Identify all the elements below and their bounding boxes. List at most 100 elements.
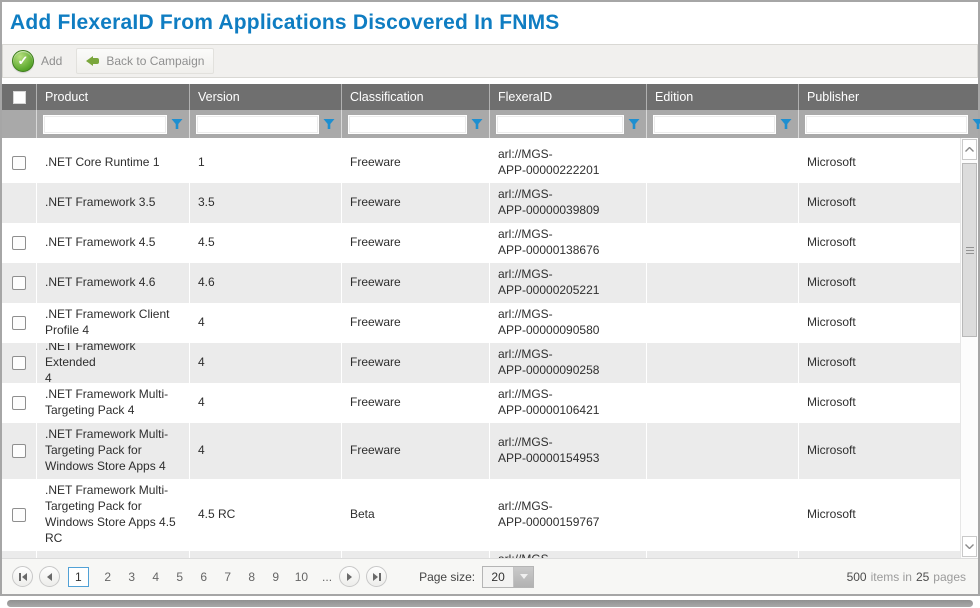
filter-funnel-icon[interactable] — [972, 118, 980, 130]
page-6-button[interactable]: 6 — [200, 569, 208, 584]
version-cell: 4 — [190, 343, 342, 383]
page-9-button[interactable]: 9 — [272, 569, 280, 584]
flexeraid-cell: arl://MGS- APP-00000159767 — [490, 479, 647, 551]
flexeraid-cell: arl://MGS- APP-00000154953 — [490, 423, 647, 479]
filter-funnel-icon[interactable] — [471, 118, 483, 130]
classification-cell: Freeware — [342, 343, 490, 383]
publisher-cell: Microsoft — [807, 355, 856, 370]
page-size-select[interactable]: 20 — [482, 565, 535, 588]
table-row[interactable]: .NET Framework 4.6 4.6 Freeware arl://MG… — [2, 263, 960, 303]
flexeraid-cell: arl://MGS- APP-00000090580 — [490, 303, 647, 343]
column-header-version[interactable]: Version — [190, 84, 342, 110]
page-size-label: Page size: — [419, 569, 476, 584]
publisher-cell: Microsoft — [807, 315, 856, 330]
page-5-button[interactable]: 5 — [176, 569, 184, 584]
product-cell: .NET Core Runtime 1 — [37, 143, 190, 183]
column-header-product[interactable]: Product — [37, 84, 190, 110]
filter-funnel-icon[interactable] — [323, 118, 335, 130]
filter-cell-publisher — [799, 110, 980, 138]
page-title: Add FlexeraID From Applications Discover… — [10, 11, 560, 34]
row-checkbox[interactable] — [12, 236, 26, 250]
next-page-button[interactable] — [339, 566, 361, 587]
edition-cell — [647, 343, 799, 383]
page-8-button[interactable]: 8 — [248, 569, 256, 584]
page-2-button[interactable]: 2 — [104, 569, 112, 584]
vertical-scrollbar[interactable] — [960, 138, 978, 558]
scroll-down-button[interactable] — [962, 536, 977, 557]
flexeraid-cell: arl://MGS- APP-00000138676 — [490, 223, 647, 263]
classification-cell: Beta — [342, 479, 490, 551]
row-checkbox[interactable] — [12, 156, 26, 170]
items-count: 500 — [846, 569, 867, 584]
page-size-value: 20 — [483, 566, 515, 587]
last-page-button[interactable] — [366, 566, 388, 587]
classification-cell: Freeware — [342, 143, 490, 183]
chevron-up-icon — [965, 147, 974, 152]
classification-filter-input[interactable] — [348, 114, 467, 134]
filter-funnel-icon[interactable] — [780, 118, 792, 130]
table-row[interactable]: .NET Framework Extended 4 4 Freeware arl… — [2, 343, 960, 383]
scrollbar-thumb[interactable] — [962, 163, 977, 337]
select-all-checkbox[interactable] — [12, 90, 26, 104]
select-all-cell — [2, 84, 37, 110]
edition-cell — [647, 223, 799, 263]
grip-icon — [965, 246, 974, 254]
row-checkbox[interactable] — [12, 316, 26, 330]
back-to-campaign-button[interactable]: Back to Campaign — [76, 48, 215, 74]
add-button[interactable]: ✓ Add — [12, 50, 62, 72]
table-row[interactable]: .NET Framework Multi- Targeting Pack for… — [2, 423, 960, 479]
filter-funnel-icon[interactable] — [628, 118, 640, 130]
product-cell: .NET Framework Multi- Targeting Pack for… — [37, 423, 190, 479]
page-4-button[interactable]: 4 — [152, 569, 160, 584]
table-row[interactable]: .NET Core Runtime 1 1 Freeware arl://MGS… — [2, 143, 960, 183]
version-cell: 4 — [190, 383, 342, 423]
page-1-button[interactable]: 1 — [68, 566, 89, 587]
publisher-cell: Microsoft — [807, 235, 856, 250]
column-header-edition[interactable]: Edition — [647, 84, 799, 110]
back-button-label: Back to Campaign — [106, 54, 205, 68]
column-header-flexeraid[interactable]: FlexeraID — [490, 84, 647, 110]
table-row[interactable]: .NET Framework Multi- Targeting Pack for… — [2, 479, 960, 551]
edition-filter-input[interactable] — [653, 114, 776, 134]
filter-funnel-icon[interactable] — [171, 118, 183, 130]
product-cell: .NET Framework Multi- Targeting Pack for… — [37, 479, 190, 551]
flexeraid-cell: arl://MGS- APP-00000106421 — [490, 383, 647, 423]
table-row[interactable]: .NET Framework 3.5 3.5 Freeware arl://MG… — [2, 183, 960, 223]
row-checkbox[interactable] — [12, 396, 26, 410]
page-3-button[interactable]: 3 — [128, 569, 136, 584]
column-header-classification[interactable]: Classification — [342, 84, 490, 110]
first-page-button[interactable] — [12, 566, 33, 587]
table-body: .NET Core Runtime 1 1 Freeware arl://MGS… — [2, 138, 978, 558]
row-checkbox[interactable] — [12, 356, 26, 370]
chevron-down-icon[interactable] — [514, 566, 534, 587]
filter-row — [2, 110, 980, 138]
edition-cell — [647, 383, 799, 423]
page-10-button[interactable]: 10 — [294, 569, 309, 584]
product-cell: .NET Framework 3.5 — [37, 183, 190, 223]
pages-label: pages — [933, 569, 966, 584]
row-checkbox[interactable] — [12, 444, 26, 458]
publisher-cell: Microsoft — [807, 155, 856, 170]
row-checkbox[interactable] — [12, 508, 26, 522]
prev-page-button[interactable] — [39, 566, 60, 587]
product-filter-input[interactable] — [43, 114, 167, 134]
flexeraid-filter-input[interactable] — [496, 114, 624, 134]
flexeraid-cell: arl://MGS- — [490, 551, 647, 558]
publisher-filter-input[interactable] — [805, 114, 968, 134]
row-checkbox[interactable] — [12, 276, 26, 290]
page-7-button[interactable]: 7 — [224, 569, 232, 584]
filter-cell-classification — [342, 110, 490, 138]
table-row[interactable]: .NET Framework Multi- Targeting Pack 4 4… — [2, 383, 960, 423]
table-row-partial[interactable]: arl://MGS- — [2, 551, 960, 558]
flexeraid-cell: arl://MGS- APP-00000205221 — [490, 263, 647, 303]
pagination-bar: 1 2 3 4 5 6 7 8 9 10 ... Page size: 20 5… — [2, 558, 978, 594]
column-header-publisher[interactable]: Publisher — [807, 90, 860, 104]
version-cell: 1 — [190, 143, 342, 183]
items-summary: 500 items in 25 pages — [847, 570, 968, 584]
version-filter-input[interactable] — [196, 114, 319, 134]
scroll-up-button[interactable] — [962, 139, 977, 160]
publisher-cell: Microsoft — [807, 395, 856, 410]
table-row[interactable]: .NET Framework 4.5 4.5 Freeware arl://MG… — [2, 223, 960, 263]
flexeraid-cell: arl://MGS- APP-00000222201 — [490, 143, 647, 183]
table-row[interactable]: .NET Framework Client Profile 4 4 Freewa… — [2, 303, 960, 343]
